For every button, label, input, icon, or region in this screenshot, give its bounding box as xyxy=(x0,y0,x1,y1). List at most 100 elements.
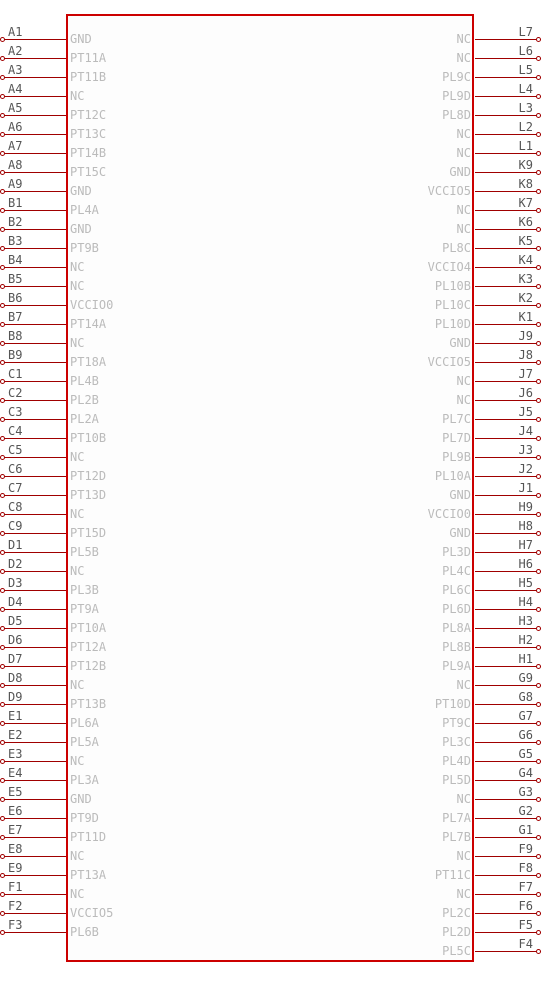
pin-row: G6PL3C xyxy=(0,733,541,752)
pin-ext-label: L2 xyxy=(519,120,533,134)
pin-int-label: NC xyxy=(457,678,471,692)
pin-endpoint-icon xyxy=(536,930,541,935)
pin-endpoint-icon xyxy=(536,436,541,441)
pin-row: J6NC xyxy=(0,391,541,410)
pin-ext-label: G9 xyxy=(519,671,533,685)
pin-ext-label: G8 xyxy=(519,690,533,704)
pin-int-label: PL7B xyxy=(442,830,471,844)
pin-int-label: PL5C xyxy=(442,944,471,958)
pin-int-label: PL10B xyxy=(435,279,471,293)
pin-ext-label: K8 xyxy=(519,177,533,191)
pin-int-label: PL8A xyxy=(442,621,471,635)
pin-endpoint-icon xyxy=(536,379,541,384)
pin-row: L2NC xyxy=(0,125,541,144)
pin-int-label: PL4C xyxy=(442,564,471,578)
pin-ext-label: K9 xyxy=(519,158,533,172)
pin-endpoint-icon xyxy=(536,569,541,574)
pin-lead: J1 xyxy=(475,495,541,496)
pin-lead: H2 xyxy=(475,647,541,648)
pin-int-label: PT10D xyxy=(435,697,471,711)
pin-endpoint-icon xyxy=(536,94,541,99)
pin-int-label: VCCIO4 xyxy=(428,260,471,274)
pin-endpoint-icon xyxy=(536,246,541,251)
pin-lead: G9 xyxy=(475,685,541,686)
pin-int-label: NC xyxy=(457,849,471,863)
pin-lead: L2 xyxy=(475,134,541,135)
pin-lead: F9 xyxy=(475,856,541,857)
pin-ext-label: G1 xyxy=(519,823,533,837)
pin-endpoint-icon xyxy=(536,417,541,422)
pin-row: J7NC xyxy=(0,372,541,391)
pin-int-label: NC xyxy=(457,203,471,217)
pin-ext-label: H4 xyxy=(519,595,533,609)
pin-row: H8GND xyxy=(0,524,541,543)
pin-endpoint-icon xyxy=(536,284,541,289)
pin-ext-label: J6 xyxy=(519,386,533,400)
pin-endpoint-icon xyxy=(536,322,541,327)
pin-int-label: VCCIO0 xyxy=(428,507,471,521)
pin-ext-label: K7 xyxy=(519,196,533,210)
pin-lead: F6 xyxy=(475,913,541,914)
pin-ext-label: J9 xyxy=(519,329,533,343)
pin-ext-label: J8 xyxy=(519,348,533,362)
pin-lead: L4 xyxy=(475,96,541,97)
pin-row: G8PT10D xyxy=(0,695,541,714)
pin-row: K6NC xyxy=(0,220,541,239)
pin-endpoint-icon xyxy=(536,797,541,802)
pin-endpoint-icon xyxy=(536,75,541,80)
pin-row: L6NC xyxy=(0,49,541,68)
pin-endpoint-icon xyxy=(536,56,541,61)
pin-int-label: NC xyxy=(457,222,471,236)
pin-endpoint-icon xyxy=(536,626,541,631)
pin-ext-label: F7 xyxy=(519,880,533,894)
pin-endpoint-icon xyxy=(536,550,541,555)
pin-row: H6 PL4C xyxy=(0,562,541,581)
pin-lead: L1 xyxy=(475,153,541,154)
pin-lead: J4 xyxy=(475,438,541,439)
pin-ext-label: H2 xyxy=(519,633,533,647)
pin-row: H7PL3D xyxy=(0,543,541,562)
pin-row: L1 NC xyxy=(0,144,541,163)
pin-ext-label: J4 xyxy=(519,424,533,438)
pin-lead: J3 xyxy=(475,457,541,458)
pin-endpoint-icon xyxy=(536,588,541,593)
pin-lead: G2 xyxy=(475,818,541,819)
pin-ext-label: H7 xyxy=(519,538,533,552)
pin-lead: J9 xyxy=(475,343,541,344)
pin-row: K4VCCIO4 xyxy=(0,258,541,277)
pin-endpoint-icon xyxy=(536,683,541,688)
pin-lead: J8 xyxy=(475,362,541,363)
pin-lead: K7 xyxy=(475,210,541,211)
pin-ext-label: L6 xyxy=(519,44,533,58)
pin-row: H5PL6C xyxy=(0,581,541,600)
pin-int-label: NC xyxy=(457,887,471,901)
pin-int-label: PL2C xyxy=(442,906,471,920)
pin-ext-label: H1 xyxy=(519,652,533,666)
pin-ext-label: J7 xyxy=(519,367,533,381)
pin-int-label: PL9D xyxy=(442,89,471,103)
pin-endpoint-icon xyxy=(536,398,541,403)
pin-lead: H4 xyxy=(475,609,541,610)
pin-ext-label: L5 xyxy=(519,63,533,77)
pin-endpoint-icon xyxy=(536,227,541,232)
pin-lead: J5 xyxy=(475,419,541,420)
pin-row: J1GND xyxy=(0,486,541,505)
pin-lead: H9 xyxy=(475,514,541,515)
pin-int-label: PL4D xyxy=(442,754,471,768)
pin-lead: F4 xyxy=(475,951,541,952)
pin-lead: H6 xyxy=(475,571,541,572)
pin-endpoint-icon xyxy=(536,531,541,536)
pin-int-label: NC xyxy=(457,146,471,160)
pin-int-label: PL3D xyxy=(442,545,471,559)
pin-row: L3PL8D xyxy=(0,106,541,125)
pin-int-label: GND xyxy=(449,526,471,540)
pin-int-label: NC xyxy=(457,32,471,46)
pin-ext-label: G2 xyxy=(519,804,533,818)
pin-lead: L3 xyxy=(475,115,541,116)
pin-int-label: GND xyxy=(449,336,471,350)
pin-int-label: PL7A xyxy=(442,811,471,825)
pin-lead: G5 xyxy=(475,761,541,762)
pin-ext-label: H6 xyxy=(519,557,533,571)
pin-int-label: PL7C xyxy=(442,412,471,426)
pin-lead: G7 xyxy=(475,723,541,724)
